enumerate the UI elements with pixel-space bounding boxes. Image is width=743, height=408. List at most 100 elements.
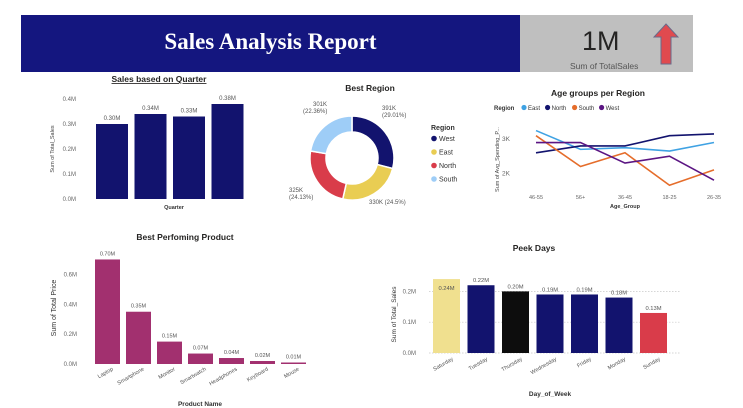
y-tick-label: 0.0M xyxy=(63,197,76,203)
kpi-card-total-sales[interactable]: 1M Sum of TotalSales xyxy=(520,15,693,72)
legend-entry: East xyxy=(528,106,540,112)
bar xyxy=(281,362,306,364)
data-label: 0.34M xyxy=(142,106,159,112)
slice-percent-label: (24.13%) xyxy=(289,195,313,201)
slice-value-label: 391K xyxy=(382,106,396,112)
bar xyxy=(467,285,495,353)
page-title: Sales Analysis Report xyxy=(164,29,377,54)
series-line xyxy=(535,135,715,187)
legend-entry: North xyxy=(439,163,456,170)
legend-marker xyxy=(521,104,527,111)
data-label: 0.22M xyxy=(473,278,489,284)
x-tick-label: Wednesday xyxy=(530,356,558,376)
legend-marker xyxy=(599,104,605,111)
slice-percent-label: (22.36%) xyxy=(303,109,327,115)
legend-title: Region xyxy=(494,106,515,112)
data-label: 0.19M xyxy=(542,287,558,293)
y-tick-label: 0.2M xyxy=(403,289,416,295)
legend-entry: North xyxy=(552,106,567,112)
legend-entry: West xyxy=(439,136,455,143)
y-axis-label: Sum of Total_Sales xyxy=(391,286,398,343)
x-tick-label: 46-55 xyxy=(529,195,543,201)
bar xyxy=(433,279,460,353)
y-tick-label: 0.2M xyxy=(64,332,77,338)
x-tick-label: Laptop xyxy=(97,367,115,381)
x-tick-label: Monday xyxy=(607,356,627,371)
bar xyxy=(536,294,564,353)
chart-title: Peek Days xyxy=(513,243,556,253)
data-label: 0.04M xyxy=(224,350,240,356)
data-label: 0.07M xyxy=(193,346,209,352)
quarter-sales-chart[interactable]: Sales based on Quarter Sum of Total_Sales… xyxy=(40,72,280,212)
legend-entry: South xyxy=(439,177,457,184)
data-label: 0.13M xyxy=(645,306,661,312)
age-groups-chart[interactable]: Age groups per Region Region East North Sout… xyxy=(488,84,733,216)
up-arrow-icon xyxy=(653,23,679,65)
report-header: Sales Analysis Report xyxy=(21,15,520,72)
x-tick-label: Mouse xyxy=(283,367,300,380)
bar xyxy=(134,114,167,199)
bar xyxy=(219,358,244,364)
series-line xyxy=(536,141,715,181)
x-axis-label: Quarter xyxy=(164,205,185,211)
bar xyxy=(173,116,205,199)
data-label: 0.01M xyxy=(286,355,302,361)
x-axis-label: Product Name xyxy=(178,401,222,408)
y-tick-label: 0.4M xyxy=(64,302,77,308)
legend-entry: East xyxy=(439,150,453,157)
x-tick-label: Tuesday xyxy=(468,356,489,372)
bar xyxy=(126,311,151,364)
legend-title: Region xyxy=(431,125,455,132)
data-label: 0.70M xyxy=(100,251,116,257)
legend-entry: West xyxy=(606,106,620,112)
slice-value-label: 325K xyxy=(289,188,303,194)
data-label: 0.30M xyxy=(104,116,121,122)
donut-slice xyxy=(309,150,348,200)
y-tick-label: 0.0M xyxy=(403,351,416,357)
kpi-label: Sum of TotalSales xyxy=(570,61,639,71)
chart-title: Best Perfoming Product xyxy=(136,232,233,242)
bar xyxy=(96,124,128,199)
x-tick-label: Saturday xyxy=(432,356,454,372)
donut-slice xyxy=(341,163,394,201)
legend-marker xyxy=(431,176,437,182)
x-tick-label: Monitor xyxy=(158,366,177,380)
bar xyxy=(250,361,275,364)
x-tick-label: Friday xyxy=(576,356,592,369)
x-axis-label: Age_Group xyxy=(610,204,641,210)
bar xyxy=(95,259,120,364)
bar xyxy=(605,297,633,353)
x-tick-label: Thursday xyxy=(501,356,524,373)
bar xyxy=(157,341,182,364)
data-label: 0.02M xyxy=(255,353,271,359)
x-tick-label: 26-35 xyxy=(707,195,721,201)
slice-value-label: 330K (24.5%) xyxy=(369,200,406,206)
data-label: 0.18M xyxy=(611,291,627,297)
legend-marker xyxy=(572,104,578,111)
y-tick-label: 0.2M xyxy=(63,147,76,153)
y-tick-label: 0.4M xyxy=(63,97,76,103)
bar xyxy=(188,353,213,364)
bar xyxy=(640,312,667,353)
legend-entry: South xyxy=(579,106,595,112)
legend-marker xyxy=(431,162,437,169)
x-tick-label: Headphones xyxy=(208,366,238,387)
data-label: 0.24M xyxy=(438,286,454,292)
x-tick-label: 36-45 xyxy=(618,195,632,201)
peek-days-chart[interactable]: Peek Days Sum of Total_Sales 0.0M 0.1M 0.2M 0… xyxy=(385,238,715,403)
y-axis-label: Sum of Avg_Spending_P... xyxy=(495,127,501,192)
chart-title: Best Region xyxy=(345,83,395,93)
chart-title: Age groups per Region xyxy=(551,88,645,98)
series-line xyxy=(535,133,715,154)
legend-marker xyxy=(431,135,437,142)
slice-value-label: 301K xyxy=(313,102,327,108)
x-tick-label: 18-25 xyxy=(662,195,676,201)
donut-slice xyxy=(309,115,353,155)
y-tick-label: 0.1M xyxy=(403,320,416,326)
y-tick-label: 2K xyxy=(502,170,511,177)
legend-marker xyxy=(545,104,551,111)
best-product-chart[interactable]: Best Perfoming Product Sum of Total Price… xyxy=(45,228,330,408)
x-tick-label: Sunday xyxy=(642,356,661,371)
kpi-value: 1M xyxy=(582,26,620,56)
